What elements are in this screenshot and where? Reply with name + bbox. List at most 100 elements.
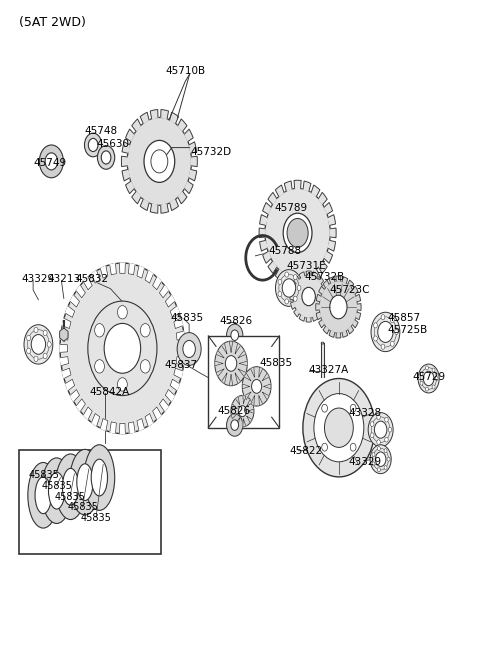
Circle shape <box>420 372 423 376</box>
Polygon shape <box>299 272 305 278</box>
Polygon shape <box>322 302 327 310</box>
Ellipse shape <box>91 459 108 496</box>
Circle shape <box>432 368 435 372</box>
Polygon shape <box>316 312 321 319</box>
Polygon shape <box>120 263 125 274</box>
Polygon shape <box>318 261 327 274</box>
Text: 45731E: 45731E <box>286 260 326 271</box>
Polygon shape <box>324 203 333 215</box>
Polygon shape <box>264 384 271 389</box>
Polygon shape <box>311 185 320 196</box>
Polygon shape <box>290 302 295 310</box>
Ellipse shape <box>55 454 86 520</box>
Circle shape <box>293 275 297 280</box>
Circle shape <box>43 353 47 359</box>
Polygon shape <box>330 228 336 237</box>
Circle shape <box>95 359 105 373</box>
Ellipse shape <box>35 477 51 514</box>
Polygon shape <box>110 422 116 433</box>
Polygon shape <box>60 331 69 340</box>
Polygon shape <box>290 293 293 300</box>
Polygon shape <box>244 373 251 380</box>
Polygon shape <box>100 419 108 430</box>
Circle shape <box>418 364 439 393</box>
Text: 43328: 43328 <box>348 408 382 419</box>
Circle shape <box>24 325 53 364</box>
Circle shape <box>423 371 434 386</box>
Polygon shape <box>60 344 68 352</box>
Circle shape <box>378 321 393 342</box>
Circle shape <box>151 150 168 173</box>
Polygon shape <box>348 280 354 287</box>
Polygon shape <box>319 286 324 294</box>
Polygon shape <box>177 344 185 352</box>
Circle shape <box>377 468 380 472</box>
Polygon shape <box>336 333 341 338</box>
Circle shape <box>384 449 387 453</box>
Polygon shape <box>358 304 361 310</box>
Circle shape <box>384 466 387 470</box>
Circle shape <box>118 306 127 319</box>
Polygon shape <box>159 399 168 411</box>
Polygon shape <box>290 283 295 291</box>
Circle shape <box>372 462 375 466</box>
Polygon shape <box>259 228 265 237</box>
Circle shape <box>293 275 324 318</box>
Polygon shape <box>263 373 269 380</box>
Polygon shape <box>184 181 193 194</box>
Polygon shape <box>247 400 252 406</box>
Polygon shape <box>251 367 254 377</box>
Polygon shape <box>342 331 348 337</box>
Polygon shape <box>189 169 197 181</box>
Circle shape <box>95 323 105 337</box>
Circle shape <box>227 324 243 346</box>
Circle shape <box>387 457 390 461</box>
Circle shape <box>395 329 398 335</box>
Circle shape <box>371 312 400 352</box>
Polygon shape <box>62 368 71 379</box>
Text: 45789: 45789 <box>275 203 308 213</box>
Circle shape <box>388 427 392 432</box>
Polygon shape <box>235 397 240 404</box>
Circle shape <box>231 330 239 340</box>
Polygon shape <box>303 181 311 191</box>
Circle shape <box>84 133 102 157</box>
Circle shape <box>385 438 388 442</box>
Polygon shape <box>268 261 277 274</box>
Polygon shape <box>120 423 125 434</box>
Polygon shape <box>60 328 68 341</box>
Circle shape <box>374 421 387 438</box>
Circle shape <box>34 327 38 333</box>
Polygon shape <box>319 320 324 328</box>
Polygon shape <box>239 361 247 366</box>
Ellipse shape <box>70 449 100 515</box>
Polygon shape <box>176 357 184 365</box>
Polygon shape <box>306 271 311 275</box>
Polygon shape <box>153 277 161 290</box>
Polygon shape <box>263 251 271 263</box>
Text: 45837: 45837 <box>165 360 198 371</box>
Circle shape <box>227 414 243 436</box>
Circle shape <box>385 417 388 422</box>
Polygon shape <box>268 192 277 205</box>
Text: 45826: 45826 <box>220 316 253 327</box>
Polygon shape <box>235 343 240 354</box>
Circle shape <box>177 333 201 365</box>
Circle shape <box>371 433 374 438</box>
Polygon shape <box>294 310 299 317</box>
Circle shape <box>322 443 327 451</box>
Polygon shape <box>294 276 299 283</box>
Circle shape <box>287 218 308 247</box>
Circle shape <box>375 452 386 466</box>
Polygon shape <box>66 379 75 390</box>
Text: 45835: 45835 <box>29 470 60 480</box>
Circle shape <box>322 404 327 412</box>
Polygon shape <box>260 241 267 251</box>
Circle shape <box>97 146 115 169</box>
Text: 45835: 45835 <box>67 502 98 512</box>
Polygon shape <box>66 306 75 318</box>
Circle shape <box>265 188 330 277</box>
Polygon shape <box>216 350 224 358</box>
Text: 45832: 45832 <box>76 274 109 285</box>
Circle shape <box>377 440 380 445</box>
